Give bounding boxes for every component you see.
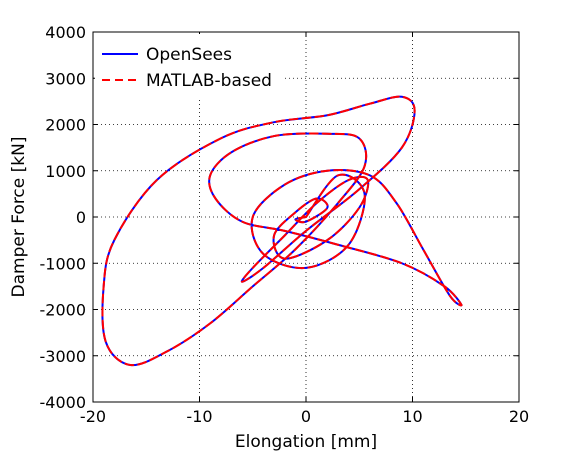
x-axis-label: Elongation [mm] (235, 432, 377, 452)
y-axis-label: Damper Force [kN] (9, 137, 29, 298)
y-tick-label: 2000 (45, 116, 86, 135)
y-tick-label: 0 (76, 208, 86, 227)
legend-label-opensees: OpenSees (146, 45, 232, 65)
x-tick-label: 10 (402, 407, 422, 426)
x-tick-label: 20 (509, 407, 529, 426)
x-tick-label: 0 (301, 407, 311, 426)
legend: OpenSees MATLAB-based (95, 34, 285, 98)
y-tick-label: 4000 (45, 23, 86, 42)
y-tick-label: -3000 (40, 347, 87, 366)
y-tick-label: -1000 (40, 254, 87, 273)
x-tick-label: -20 (80, 407, 106, 426)
y-tick-label: 1000 (45, 162, 86, 181)
y-tick-label: 3000 (45, 69, 86, 88)
legend-label-matlab: MATLAB-based (146, 71, 272, 91)
y-tick-label: -2000 (40, 301, 87, 320)
axis-ticks: -20 -10 0 10 20 -4000 -3000 -2000 -1000 0 1000 2000… (40, 23, 530, 426)
x-tick-label: -10 (186, 407, 212, 426)
y-tick-label: -4000 (40, 393, 87, 412)
series-layer (101, 95, 463, 367)
legend-box (95, 34, 285, 98)
series-line-matlab-based (101, 95, 463, 367)
